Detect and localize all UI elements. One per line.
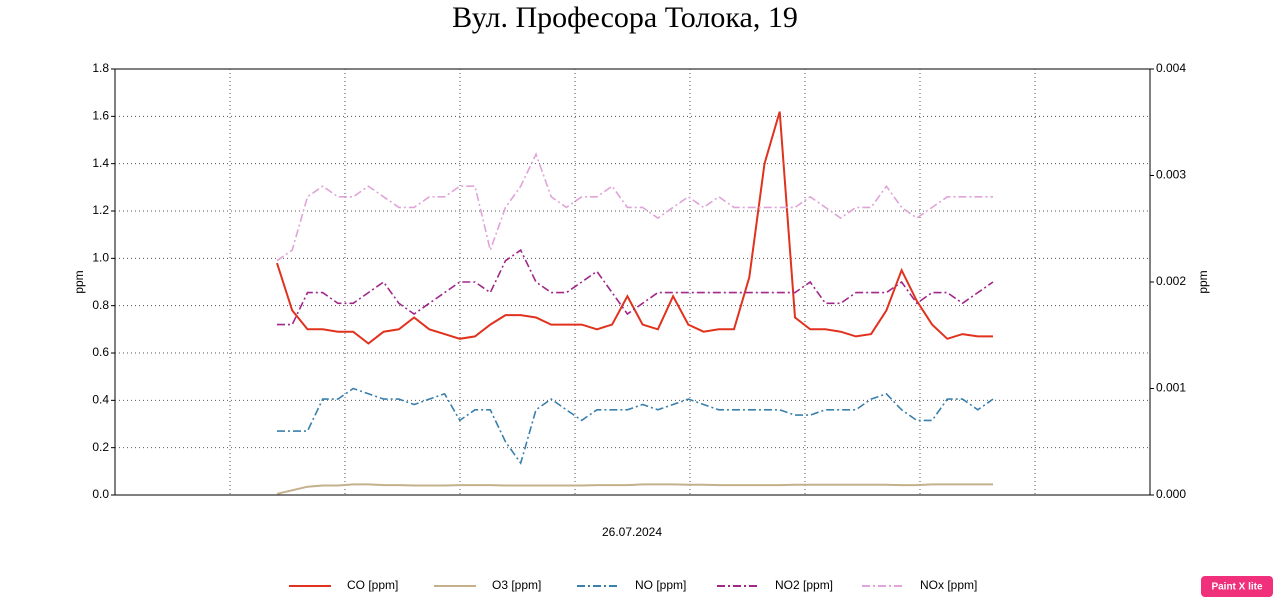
y2-tick-label: 0.003 xyxy=(1156,168,1186,182)
y2-tick-label: 0.002 xyxy=(1156,274,1186,288)
y-tick-label: 1.8 xyxy=(92,61,109,75)
series-line xyxy=(276,483,993,495)
y-tick-label: 0.2 xyxy=(92,440,109,454)
y2-tick-label: 0.004 xyxy=(1156,61,1186,75)
legend-label: NOx [ppm] xyxy=(920,578,977,592)
legend-label: NO [ppm] xyxy=(635,578,686,592)
chart-title: Вул. Професора Толока, 19 xyxy=(452,1,798,34)
x-grid xyxy=(229,69,1036,495)
y-tick-label: 0.8 xyxy=(92,298,109,312)
series-line xyxy=(277,387,994,465)
y-tick-label: 1.6 xyxy=(92,109,109,123)
y-tick-label: 1.4 xyxy=(92,156,109,170)
y-tick-label: 1.0 xyxy=(92,251,109,265)
legend-label: CO [ppm] xyxy=(347,578,398,592)
x-axis-label: 26.07.2024 xyxy=(602,525,662,539)
legend-label: NO2 [ppm] xyxy=(775,578,833,592)
series-line xyxy=(276,152,993,262)
series-line xyxy=(276,111,993,345)
y2-tick-label: 0.000 xyxy=(1156,487,1186,501)
watermark-badge xyxy=(1201,576,1273,597)
y-tick-label: 0.0 xyxy=(92,487,109,501)
y2-tick-label: 0.001 xyxy=(1156,381,1186,395)
y-axis-label: ppm xyxy=(72,270,86,293)
watermark: Paint X lite xyxy=(1211,582,1263,593)
y-tick-label: 1.2 xyxy=(92,203,109,217)
y-tick-label: 0.6 xyxy=(92,345,109,359)
y-tick-label: 0.4 xyxy=(92,393,109,407)
series-line xyxy=(277,248,994,326)
legend-label: O3 [ppm] xyxy=(492,578,541,592)
plot-frame xyxy=(114,68,1151,496)
y2-axis-label: ppm xyxy=(1196,270,1210,293)
